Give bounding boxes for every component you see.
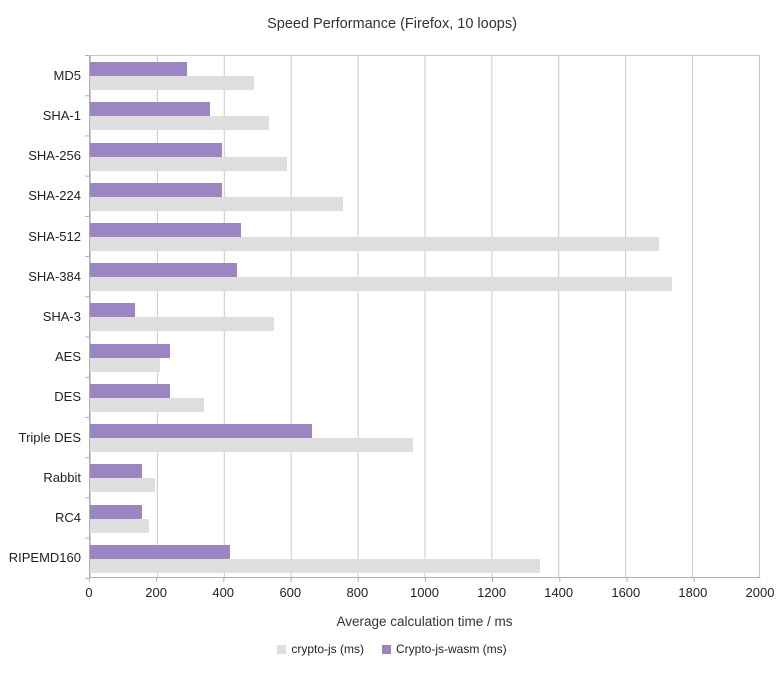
category-row-rc4 [90, 498, 759, 538]
bar-crypto-js-wasm [90, 102, 211, 117]
bar-crypto-js-wasm [90, 544, 231, 559]
category-row-aes [90, 338, 759, 378]
category-row-des [90, 378, 759, 418]
x-axis-label: 800 [346, 585, 369, 600]
x-axis-label: 600 [279, 585, 302, 600]
y-axis-label: AES [54, 349, 81, 365]
bar-crypto-js-wasm [90, 383, 171, 398]
x-axis-label: 1400 [544, 585, 574, 600]
y-axis-label: SHA-512 [28, 228, 81, 244]
bar-crypto-js [90, 196, 343, 211]
x-axis-label: 1800 [678, 585, 708, 600]
x-axis-label: 1000 [410, 585, 439, 600]
y-axis-label: SHA-3 [42, 309, 81, 325]
bar-crypto-js-wasm [90, 464, 142, 479]
chart-legend: crypto-js (ms) Crypto-js-wasm (ms) [0, 642, 784, 656]
y-axis-label: DES [54, 389, 81, 405]
plot-area [89, 55, 760, 578]
bar-crypto-js [90, 438, 413, 453]
legend-entry-crypto-js-wasm: Crypto-js-wasm (ms) [382, 642, 507, 656]
x-axis-label: 400 [212, 585, 235, 600]
bar-crypto-js [90, 397, 204, 412]
category-row-rabbit [90, 458, 759, 498]
bar-crypto-js [90, 156, 288, 171]
category-row-sha-1 [90, 96, 759, 136]
y-axis-label: SHA-384 [28, 268, 81, 284]
x-axis-ticks [89, 578, 761, 582]
legend-label-crypto-js: crypto-js (ms) [291, 642, 364, 656]
bar-crypto-js-wasm [90, 142, 223, 157]
category-row-md5 [90, 56, 759, 96]
legend-label-crypto-js-wasm: Crypto-js-wasm (ms) [396, 642, 507, 656]
bar-crypto-js-wasm [90, 62, 187, 77]
bar-crypto-js-wasm [90, 222, 241, 237]
x-axis-tick-labels: 0 200 400 600 800 1000 1200 1400 1600 1800 2000 [85, 585, 774, 601]
bar-crypto-js [90, 357, 161, 372]
category-row-sha-384 [90, 257, 759, 297]
x-axis-label: 2000 [745, 585, 775, 600]
bar-crypto-js-wasm [90, 263, 238, 278]
bar-crypto-js [90, 558, 540, 573]
x-axis-label: 0 [85, 585, 93, 600]
y-axis-labels: MD5 SHA-1 SHA-256 SHA-224 SHA-512 SHA-384 SHA-… [0, 55, 81, 578]
category-row-sha-256 [90, 136, 759, 176]
bar-crypto-js [90, 518, 149, 533]
bar-crypto-js-wasm [90, 303, 136, 318]
y-axis-label: SHA-224 [28, 188, 81, 204]
y-axis-label: RIPEMD160 [8, 550, 81, 566]
x-axis-title: Average calculation time / ms [336, 614, 513, 629]
x-axis-label: 1600 [611, 585, 641, 600]
chart-title: Speed Performance (Firefox, 10 loops) [267, 16, 517, 32]
category-row-sha-224 [90, 177, 759, 217]
bar-crypto-js [90, 478, 156, 493]
bar-crypto-js [90, 317, 274, 332]
bar-crypto-js [90, 277, 673, 292]
legend-swatch-crypto-js [277, 644, 287, 654]
y-axis-ticks [85, 55, 89, 579]
bar-crypto-js [90, 76, 254, 91]
y-axis-label: MD5 [53, 67, 81, 83]
bar-crypto-js [90, 116, 269, 131]
category-row-ripemd160 [90, 539, 759, 579]
legend-entry-crypto-js: crypto-js (ms) [277, 642, 364, 656]
bar-crypto-js-wasm [90, 424, 313, 439]
bar-crypto-js-wasm [90, 182, 223, 197]
legend-swatch-crypto-js-wasm [382, 644, 391, 654]
y-axis-label: SHA-1 [42, 107, 81, 123]
bar-crypto-js-wasm [90, 504, 143, 519]
y-axis-label: Rabbit [43, 469, 81, 485]
x-axis-label: 200 [145, 585, 167, 600]
category-row-sha-3 [90, 297, 759, 337]
x-axis-label: 1200 [477, 585, 507, 600]
category-row-triple-des [90, 418, 759, 458]
y-axis-label: RC4 [54, 510, 81, 526]
category-row-sha-512 [90, 217, 759, 257]
y-axis-label: Triple DES [18, 429, 81, 445]
bar-crypto-js-wasm [90, 343, 171, 358]
y-axis-label: SHA-256 [28, 148, 81, 164]
bar-crypto-js [90, 236, 659, 251]
